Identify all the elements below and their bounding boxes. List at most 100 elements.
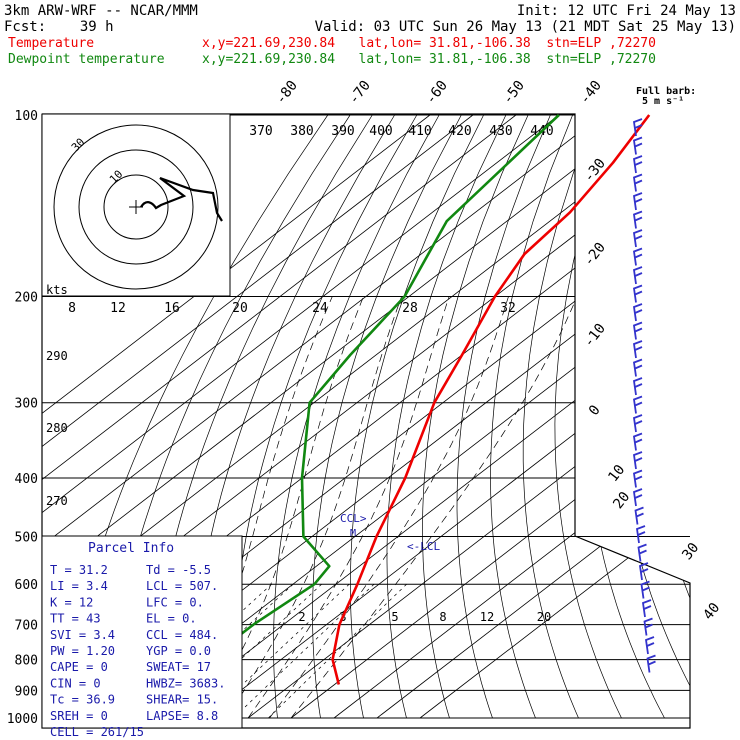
wind-barb: [634, 506, 644, 525]
theta-label: 400: [369, 124, 392, 139]
parcel-row-right: HWBZ= 3683.: [146, 676, 225, 690]
valid-label: Valid: 03 UTC Sun 26 May 13 (21 MDT Sat …: [315, 19, 736, 35]
wind-barb: [646, 654, 656, 673]
wind-barb: [633, 321, 643, 340]
speed-scale-label: 8: [68, 301, 76, 316]
wind-barb: [633, 358, 643, 377]
isotherm-line: [376, 114, 690, 719]
theta-label: 420: [448, 124, 471, 139]
hodograph-ring: [53, 124, 219, 290]
dry-adiabat-line: [273, 114, 440, 719]
mixing-ratio-label: 2: [298, 610, 305, 624]
parcel-box: [41, 535, 243, 729]
isotherm-label: -10: [581, 321, 609, 351]
ccl-marker-glyph: M: [350, 528, 356, 539]
wind-barb: [637, 543, 647, 562]
isotherm-line: [42, 114, 431, 719]
wind-barb: [633, 136, 643, 155]
dry-adiabat-line: [673, 114, 690, 719]
model-label: 3km ARW-WRF -- NCAR/MMM: [4, 3, 198, 19]
mixing-ratio-line: [233, 583, 375, 719]
isotherm-line: [333, 114, 690, 719]
parcel-row-right: LCL = 507.: [146, 579, 218, 593]
moist-adiabat-line: [247, 296, 450, 719]
wind-barb: [633, 210, 643, 229]
parcel-row-left: T = 31.2: [50, 563, 108, 577]
dry-adiabat-line: [554, 114, 622, 719]
wind-barb: [633, 247, 643, 266]
pressure-label: 400: [15, 472, 38, 487]
dry-adiabat-line: [350, 114, 484, 719]
mixing-ratio-label: 8: [439, 610, 446, 624]
isotherm-line: [42, 114, 474, 719]
parcel-title: Parcel Info: [88, 541, 174, 556]
wind-barb: [633, 266, 643, 285]
dry-adiabat-label: 270: [46, 494, 68, 508]
isotherm-line: [290, 114, 690, 719]
wind-barb: [642, 599, 652, 618]
wind-barb: [633, 303, 643, 322]
speed-scale-label: 16: [164, 301, 180, 316]
isotherm-line: [42, 114, 517, 719]
isotherm-label: -20: [581, 240, 609, 270]
isotherm-label: -50: [500, 78, 528, 108]
wind-barb: [640, 580, 650, 599]
isotherm-label: 10: [605, 462, 628, 485]
dry-adiabat-line: [645, 114, 690, 719]
dry-adiabat-label: 280: [46, 421, 68, 435]
sounding-traces: CCL> M <-LCL: [178, 114, 651, 686]
wind-barb: [645, 636, 655, 655]
wind-barb: [633, 284, 643, 303]
isotherm-line: [42, 114, 560, 719]
wind-barb: [633, 432, 643, 451]
speed-scale-label: 12: [110, 301, 126, 316]
hodograph-trace: [140, 176, 223, 222]
mixing-ratio-line: [268, 583, 407, 719]
pressure-label: 1000: [7, 712, 38, 727]
mixing-ratio-label: 5: [391, 610, 398, 624]
wind-barb: [633, 173, 643, 192]
wind-barb: [633, 118, 643, 137]
isotherm-line: [204, 114, 690, 719]
parcel-row-right: SWEAT= 17: [146, 660, 211, 674]
dry-adiabat-line: [702, 115, 740, 718]
parcel-row-left: CIN = 0: [50, 676, 101, 690]
speed-scale-label: 32: [500, 301, 516, 316]
theta-label: 410: [408, 124, 431, 139]
isotherm-label: -70: [346, 78, 374, 108]
parcel-row-left: Tc = 36.9: [50, 693, 115, 707]
moist-adiabat-line: [226, 296, 402, 719]
parcel-info-box: Parcel Info T = 31.2 Td = -5.5 LI = 3.4 LCL …: [41, 535, 243, 739]
dry-adiabat-line: [615, 114, 690, 719]
parcel-cell: CELL = 261/15: [50, 725, 144, 739]
speed-scale-label: 20: [232, 301, 248, 316]
parcel-row-left: CAPE = 0: [50, 660, 108, 674]
wind-barb: [633, 155, 643, 174]
isotherm-label: 30: [679, 540, 702, 563]
isotherm-line: [419, 114, 690, 719]
parcel-row-right: CCL = 484.: [146, 628, 218, 642]
hodograph-ring: [103, 174, 169, 240]
barb-scale-title: Full barb:: [636, 86, 696, 97]
theta-label: 430: [489, 124, 512, 139]
parcel-row-right: SHEAR= 15.: [146, 693, 218, 707]
temperature-legend-label: Temperature: [8, 36, 94, 51]
parcel-row-left: LI = 3.4: [50, 579, 108, 593]
wind-barb: [633, 414, 643, 433]
dewpoint-legend-label: Dewpoint temperature: [8, 52, 165, 67]
wind-barb: [633, 229, 643, 248]
isotherm-label: 0: [586, 402, 604, 418]
dry-adiabat-label: 290: [46, 349, 68, 363]
wind-barb: [633, 469, 643, 488]
parcel-row-left: K = 12: [50, 595, 93, 609]
dry-adiabat-line: [386, 114, 507, 719]
parcel-row-right: LAPSE= 8.8: [146, 709, 218, 723]
pressure-label: 500: [15, 530, 38, 545]
dry-adiabat-line: [490, 114, 573, 719]
hodograph-ring: [78, 149, 194, 265]
dry-adiabat-line: [729, 115, 740, 718]
parcel-row-left: PW = 1.20: [50, 644, 115, 658]
parcel-row-left: TT = 43: [50, 612, 101, 626]
pressure-label: 900: [15, 684, 38, 699]
